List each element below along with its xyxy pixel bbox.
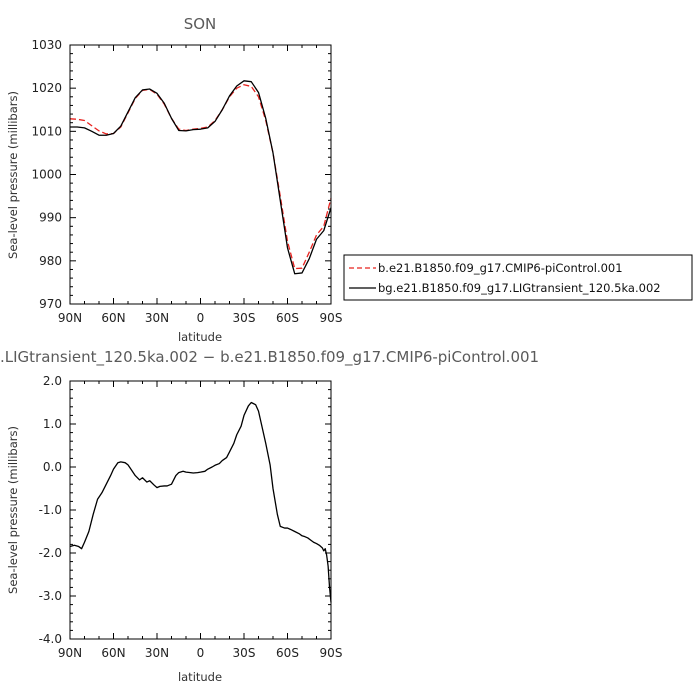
bottom-x-tick-label: 30S [233,646,256,660]
legend-label-series-2: bg.e21.B1850.f09_g17.LIGtransient_120.5k… [378,281,661,295]
top-y-tick-label: 1000 [31,168,62,182]
bottom-x-tick-label: 90S [320,646,343,660]
top-x-tick-label: 90S [320,311,343,325]
bottom-title: .LIGtransient_120.5ka.002 − b.e21.B1850.… [0,348,539,367]
top-x-tick-label: 90N [58,311,82,325]
top-y-tick-label: 990 [39,211,62,225]
bottom-panel: .LIGtransient_120.5ka.002 − b.e21.B1850.… [0,348,539,684]
bottom-x-tick-label: 30N [145,646,169,660]
bottom-x-axis-label: latitude [178,670,222,684]
legend: b.e21.B1850.f09_g17.CMIP6-piControl.001 … [343,254,693,301]
top-x-tick-label: 30N [145,311,169,325]
bottom-plot-frame [69,380,332,640]
legend-box [343,254,693,301]
top-title: SON [184,15,217,33]
top-y-axis-label: Sea-level pressure (millibars) [6,91,20,259]
bottom-ticks: 90N 60N 30N 0 30S 60S 90S -4.0 -3.0 -2.0 -1.0 0.0 1.… [39,374,343,660]
top-y-tick-label: 1010 [31,124,62,138]
bottom-y-tick-label: 0.0 [43,460,62,474]
top-ticks: 90N 60N 30N 0 30S 60S 90S 970 980 990 1000 1010 1020… [31,38,342,325]
bottom-y-tick-label: 1.0 [43,417,62,431]
bottom-y-tick-label: -1.0 [39,503,62,517]
top-y-tick-label: 970 [39,297,62,311]
top-x-tick-label: 0 [197,311,205,325]
top-x-axis-label: latitude [178,330,222,344]
top-panel: SON 90N 60N 30N 0 30S 60S 90S 970 980 990 1000 1010… [6,15,342,344]
bottom-x-tick-label: 60S [276,646,299,660]
bottom-x-tick-label: 90N [58,646,82,660]
top-y-tick-label: 1020 [31,81,62,95]
top-x-tick-label: 60N [101,311,125,325]
top-y-tick-label: 1030 [31,38,62,52]
legend-label-series-1: b.e21.B1850.f09_g17.CMIP6-piControl.001 [378,261,623,275]
bottom-y-tick-label: -3.0 [39,589,62,603]
top-x-tick-label: 30S [233,311,256,325]
bottom-x-tick-label: 60N [101,646,125,660]
bottom-x-tick-label: 0 [197,646,205,660]
bottom-y-axis-label: Sea-level pressure (millibars) [6,426,20,594]
top-series-line-2 [70,80,332,275]
top-y-tick-label: 980 [39,254,62,268]
bottom-series-line-1 [69,401,332,603]
top-series-line-1 [69,84,332,270]
bottom-lines [69,401,332,603]
bottom-y-tick-label: -4.0 [39,632,62,646]
top-x-tick-label: 60S [276,311,299,325]
top-plot-frame [69,44,332,305]
bottom-y-tick-label: -2.0 [39,546,62,560]
bottom-y-tick-label: 2.0 [43,374,62,388]
top-lines [69,80,332,275]
